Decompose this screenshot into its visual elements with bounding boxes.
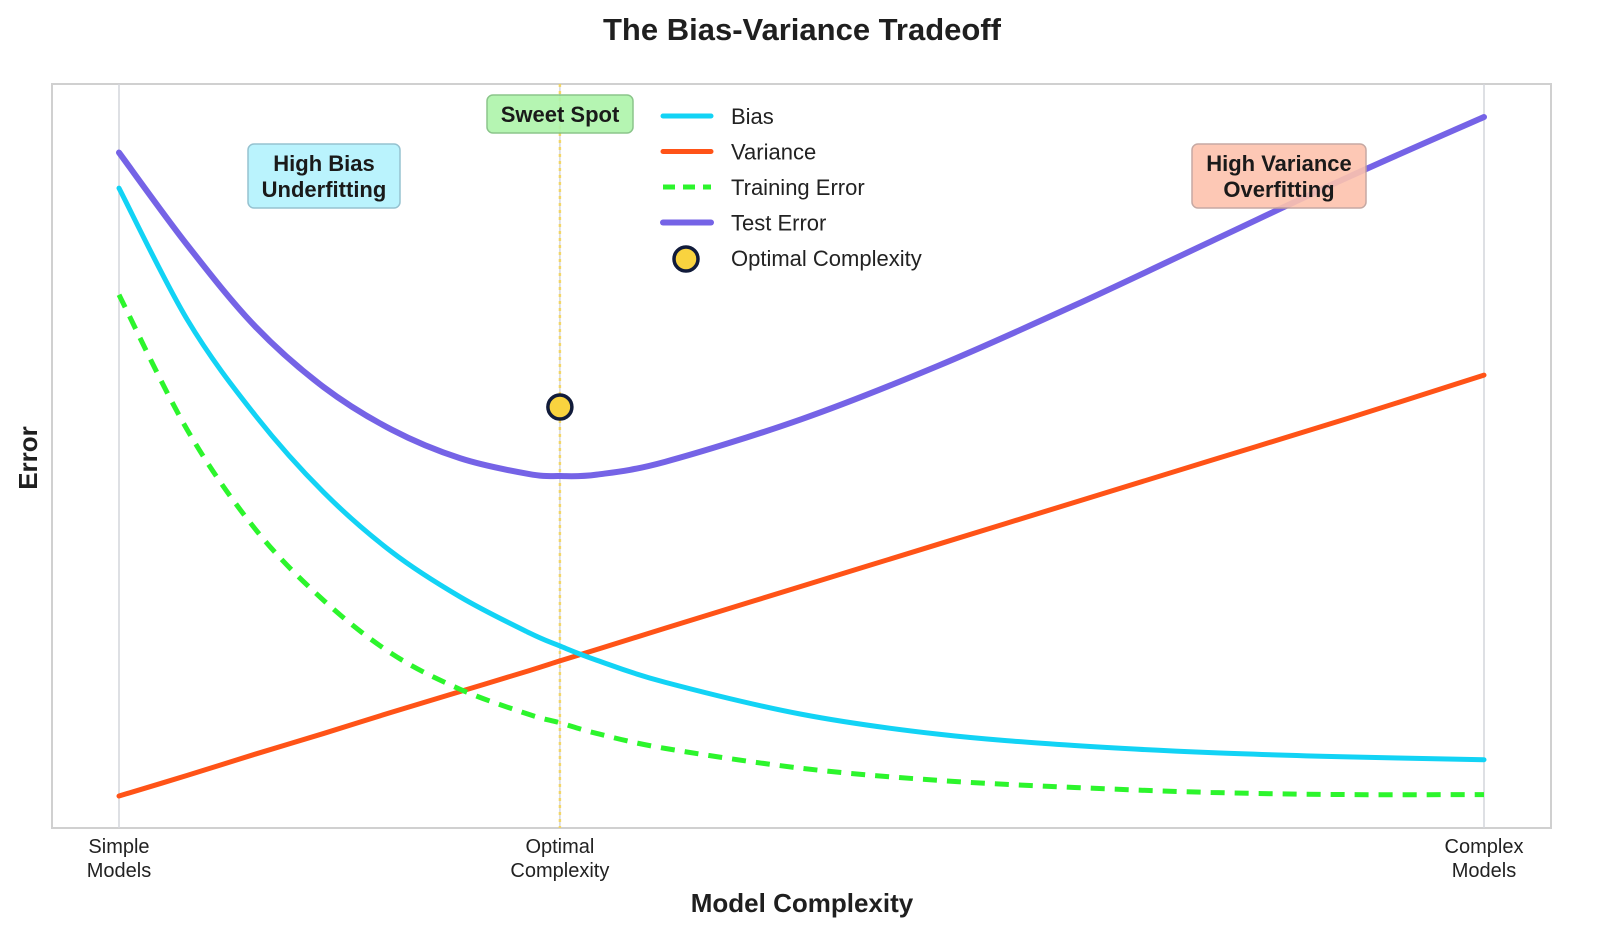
annotation-sweet-spot: Sweet Spot bbox=[486, 94, 634, 134]
annotation-text: High Variance bbox=[1206, 151, 1352, 176]
legend-label: Test Error bbox=[731, 211, 826, 236]
annotation-text: High Bias bbox=[273, 151, 374, 176]
x-tick-label: Simple bbox=[88, 836, 149, 858]
annotation-text: Overfitting bbox=[1223, 177, 1334, 202]
legend-label: Optimal Complexity bbox=[731, 246, 922, 271]
legend-label: Bias bbox=[731, 104, 774, 129]
legend-item-optimal-complexity: Optimal Complexity bbox=[672, 245, 922, 273]
series-bias bbox=[116, 185, 1487, 763]
optimal-marker-icon bbox=[672, 245, 700, 273]
series-training-error bbox=[116, 293, 1485, 798]
x-tick-label: Models bbox=[87, 860, 151, 882]
annotation-text: Sweet Spot bbox=[501, 102, 620, 127]
legend-item-bias: Bias bbox=[660, 104, 774, 129]
x-tick-label: Complex bbox=[1445, 836, 1524, 858]
chart-title: The Bias-Variance Tradeoff bbox=[603, 12, 1002, 47]
optimal-marker bbox=[546, 393, 574, 421]
annotation-text: Underfitting bbox=[262, 177, 387, 202]
y-axis-label: Error bbox=[13, 426, 43, 490]
x-axis-label: Model Complexity bbox=[691, 888, 914, 918]
legend-item-variance: Variance bbox=[660, 140, 816, 165]
x-tick-label: Optimal bbox=[525, 836, 594, 858]
legend-item-training-error: Training Error bbox=[663, 175, 865, 200]
x-tick-label: Models bbox=[1452, 860, 1516, 882]
series-test-error bbox=[116, 114, 1487, 480]
legend-label: Variance bbox=[731, 140, 816, 165]
x-tick-labels: SimpleModelsOptimalComplexityComplexMode… bbox=[87, 836, 1524, 882]
legend-label: Training Error bbox=[731, 175, 865, 200]
legend: Bias Variance Training Error Test Error Opti… bbox=[660, 104, 922, 273]
optimal-complexity-marker bbox=[546, 393, 574, 421]
legend-item-test-error: Test Error bbox=[660, 211, 826, 236]
series-lines bbox=[116, 114, 1487, 799]
x-tick-label: Complexity bbox=[510, 860, 609, 882]
series-variance bbox=[116, 372, 1487, 799]
